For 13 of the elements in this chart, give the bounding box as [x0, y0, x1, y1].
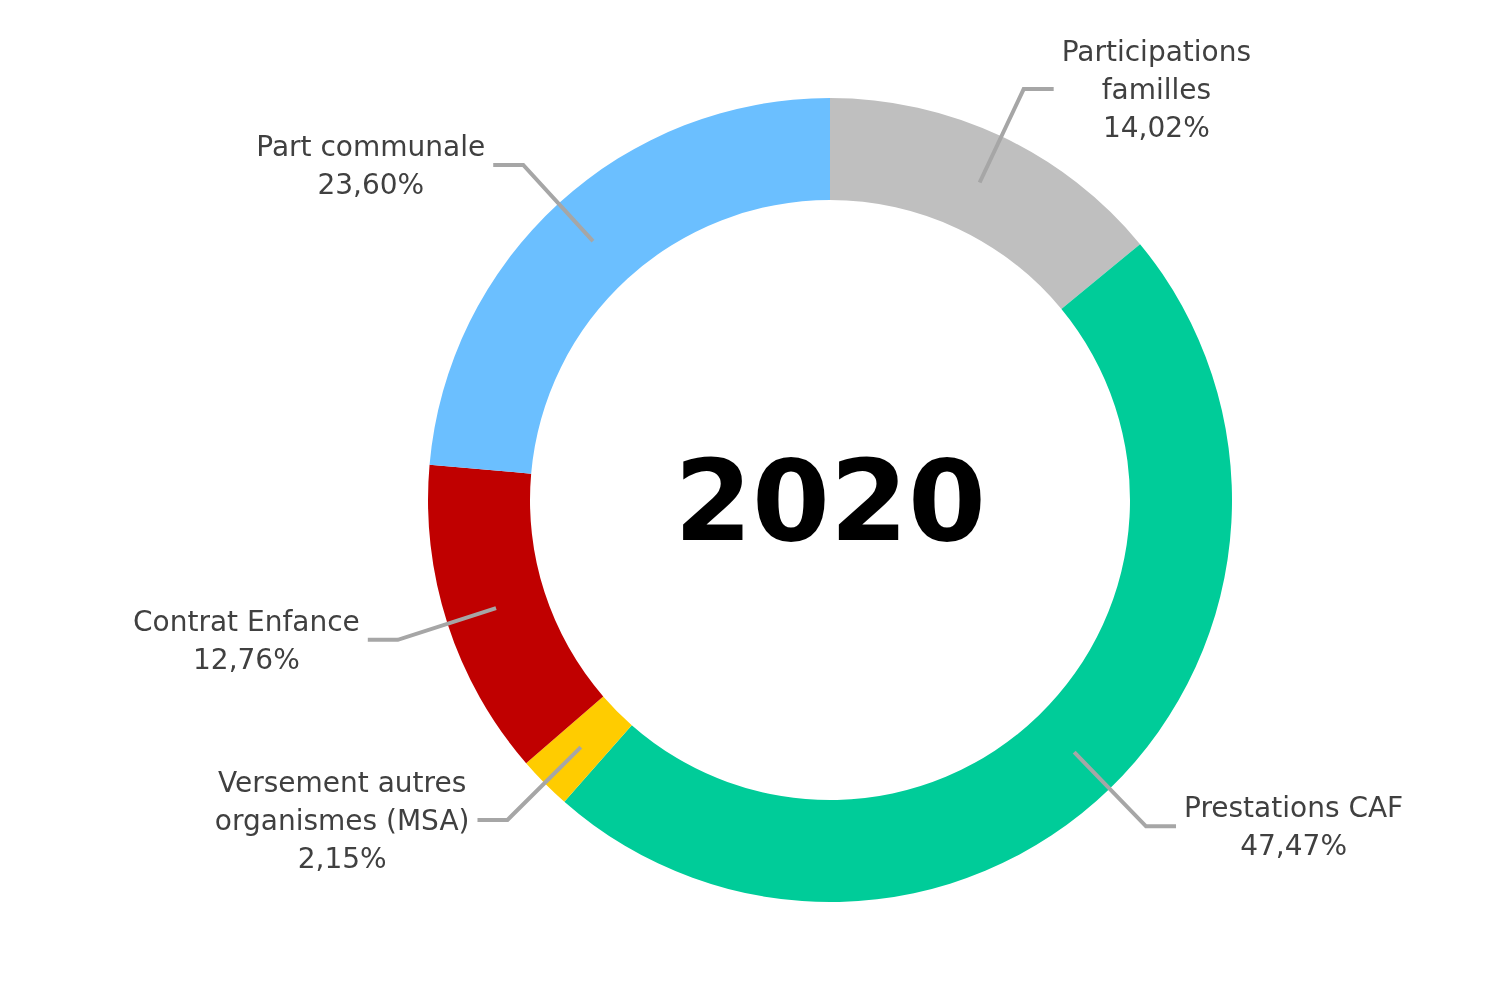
data-label: 47,47% [1240, 829, 1347, 863]
slice-label: Participations familles [1061, 35, 1252, 107]
slice-label: Contrat Enfance [133, 604, 360, 638]
slice-label: Part communale [256, 129, 486, 163]
slice-label: Prestations CAF [1184, 791, 1404, 825]
data-label: 12,76% [193, 642, 300, 676]
donut-slice [428, 464, 604, 764]
data-label: 23,60% [317, 167, 425, 201]
data-label: 2,15% [297, 841, 387, 875]
slice-label: Versement autres organismes (MSA) [214, 765, 470, 837]
text: 2020 [674, 436, 986, 566]
donut-slice [526, 696, 632, 802]
data-label: 14,02% [1102, 111, 1210, 145]
